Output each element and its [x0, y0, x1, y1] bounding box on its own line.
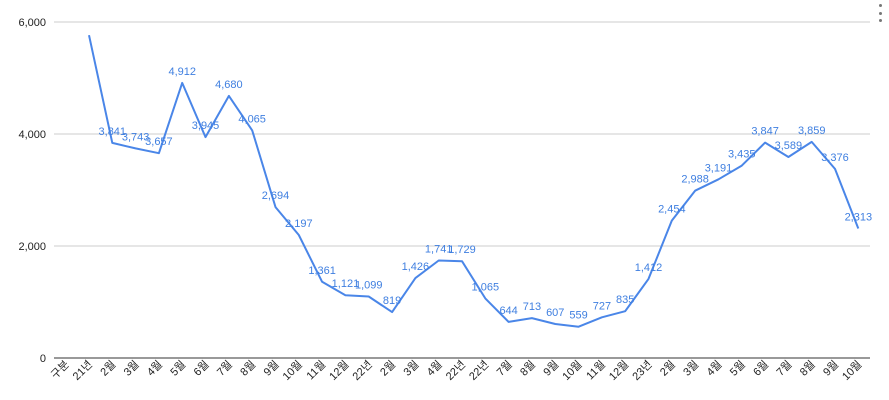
x-axis: 구분 21년 2월 3월 4월 5월 6월 7월 8월 9월 10월 11월 12월 22년 2월 3월 4월 2…: [49, 358, 864, 383]
data-label: 1,361: [308, 265, 336, 277]
data-label: 4,912: [168, 66, 196, 78]
data-label: 559: [569, 310, 587, 322]
x-tick-label: 2월: [98, 358, 119, 379]
data-label: 3,191: [705, 162, 733, 174]
x-tick-label: 10월: [839, 358, 864, 383]
x-tick-label: 7월: [774, 358, 795, 379]
data-label: 1,741: [425, 244, 453, 256]
x-tick-label: 4월: [144, 358, 165, 379]
x-tick-label: 9월: [541, 358, 562, 379]
x-tick-label: 6월: [751, 358, 772, 379]
data-label: 1,729: [448, 244, 476, 256]
data-label: 1,121: [332, 278, 360, 290]
y-tick-label: 0: [40, 353, 46, 365]
data-label: 607: [546, 307, 564, 319]
x-tick-label: 구분: [49, 359, 72, 382]
y-axis: 0 2,000 4,000 6,000: [18, 17, 46, 365]
data-label: 3,841: [99, 126, 127, 138]
x-tick-label: 10월: [280, 358, 305, 383]
data-label: 3,657: [145, 136, 173, 148]
data-label: 4,680: [215, 79, 243, 91]
data-label: 3,859: [798, 125, 826, 137]
data-label: 1,412: [635, 262, 663, 274]
data-label: 3,945: [192, 120, 220, 132]
x-tick-label: 7월: [494, 358, 515, 379]
data-label: 3,376: [821, 152, 849, 164]
data-label: 2,313: [845, 211, 873, 223]
data-label: 4,065: [238, 113, 266, 125]
data-label: 3,435: [728, 149, 756, 161]
x-tick-label: 10월: [560, 358, 585, 383]
y-tick-label: 2,000: [18, 241, 46, 253]
data-label: 713: [523, 301, 541, 313]
data-label: 819: [383, 295, 401, 307]
data-label: 2,197: [285, 218, 313, 230]
x-tick-label: 8월: [238, 358, 259, 379]
x-tick-label: 5월: [168, 358, 189, 379]
data-label: 644: [499, 305, 517, 317]
data-label: 1,426: [402, 261, 430, 273]
x-tick-label: 22년: [350, 358, 375, 383]
x-tick-label: 3월: [121, 358, 142, 379]
x-tick-label: 9월: [820, 358, 841, 379]
data-label: 2,694: [262, 190, 290, 202]
x-tick-label: 2월: [657, 358, 678, 379]
x-tick-label: 12월: [327, 358, 352, 383]
x-tick-label: 5월: [727, 358, 748, 379]
x-tick-label: 9월: [261, 358, 282, 379]
data-label: 2,988: [681, 174, 709, 186]
data-label: 1,099: [355, 279, 383, 291]
gridlines: [54, 21, 870, 359]
x-tick-label: 22년: [466, 358, 491, 383]
series-line: [88, 34, 860, 328]
x-tick-label: 22년: [443, 358, 468, 383]
data-label: 3,847: [751, 126, 779, 138]
x-tick-label: 11월: [304, 358, 328, 382]
x-tick-label: 4월: [704, 358, 725, 379]
data-label: 1,065: [472, 281, 500, 293]
x-tick-label: 7월: [214, 358, 235, 379]
x-tick-label: 3월: [681, 358, 702, 379]
x-tick-label: 8월: [517, 358, 538, 379]
x-tick-label: 23년: [630, 358, 655, 383]
data-label: 3,743: [122, 131, 150, 143]
data-label: 3,589: [775, 140, 803, 152]
x-tick-label: 3월: [401, 358, 422, 379]
x-tick-label: 2월: [377, 358, 398, 379]
x-tick-label: 12월: [606, 358, 631, 383]
y-tick-label: 4,000: [18, 129, 46, 141]
x-tick-label: 21년: [70, 358, 95, 383]
x-tick-label: 8월: [797, 358, 818, 379]
x-tick-label: 11월: [584, 358, 608, 382]
more-vert-icon[interactable]: [876, 4, 884, 22]
y-tick-label: 6,000: [18, 17, 46, 29]
data-label: 835: [616, 294, 634, 306]
x-tick-label: 4월: [424, 358, 445, 379]
x-tick-label: 6월: [191, 358, 212, 379]
data-label: 2,454: [658, 204, 686, 216]
data-label: 727: [593, 300, 611, 312]
